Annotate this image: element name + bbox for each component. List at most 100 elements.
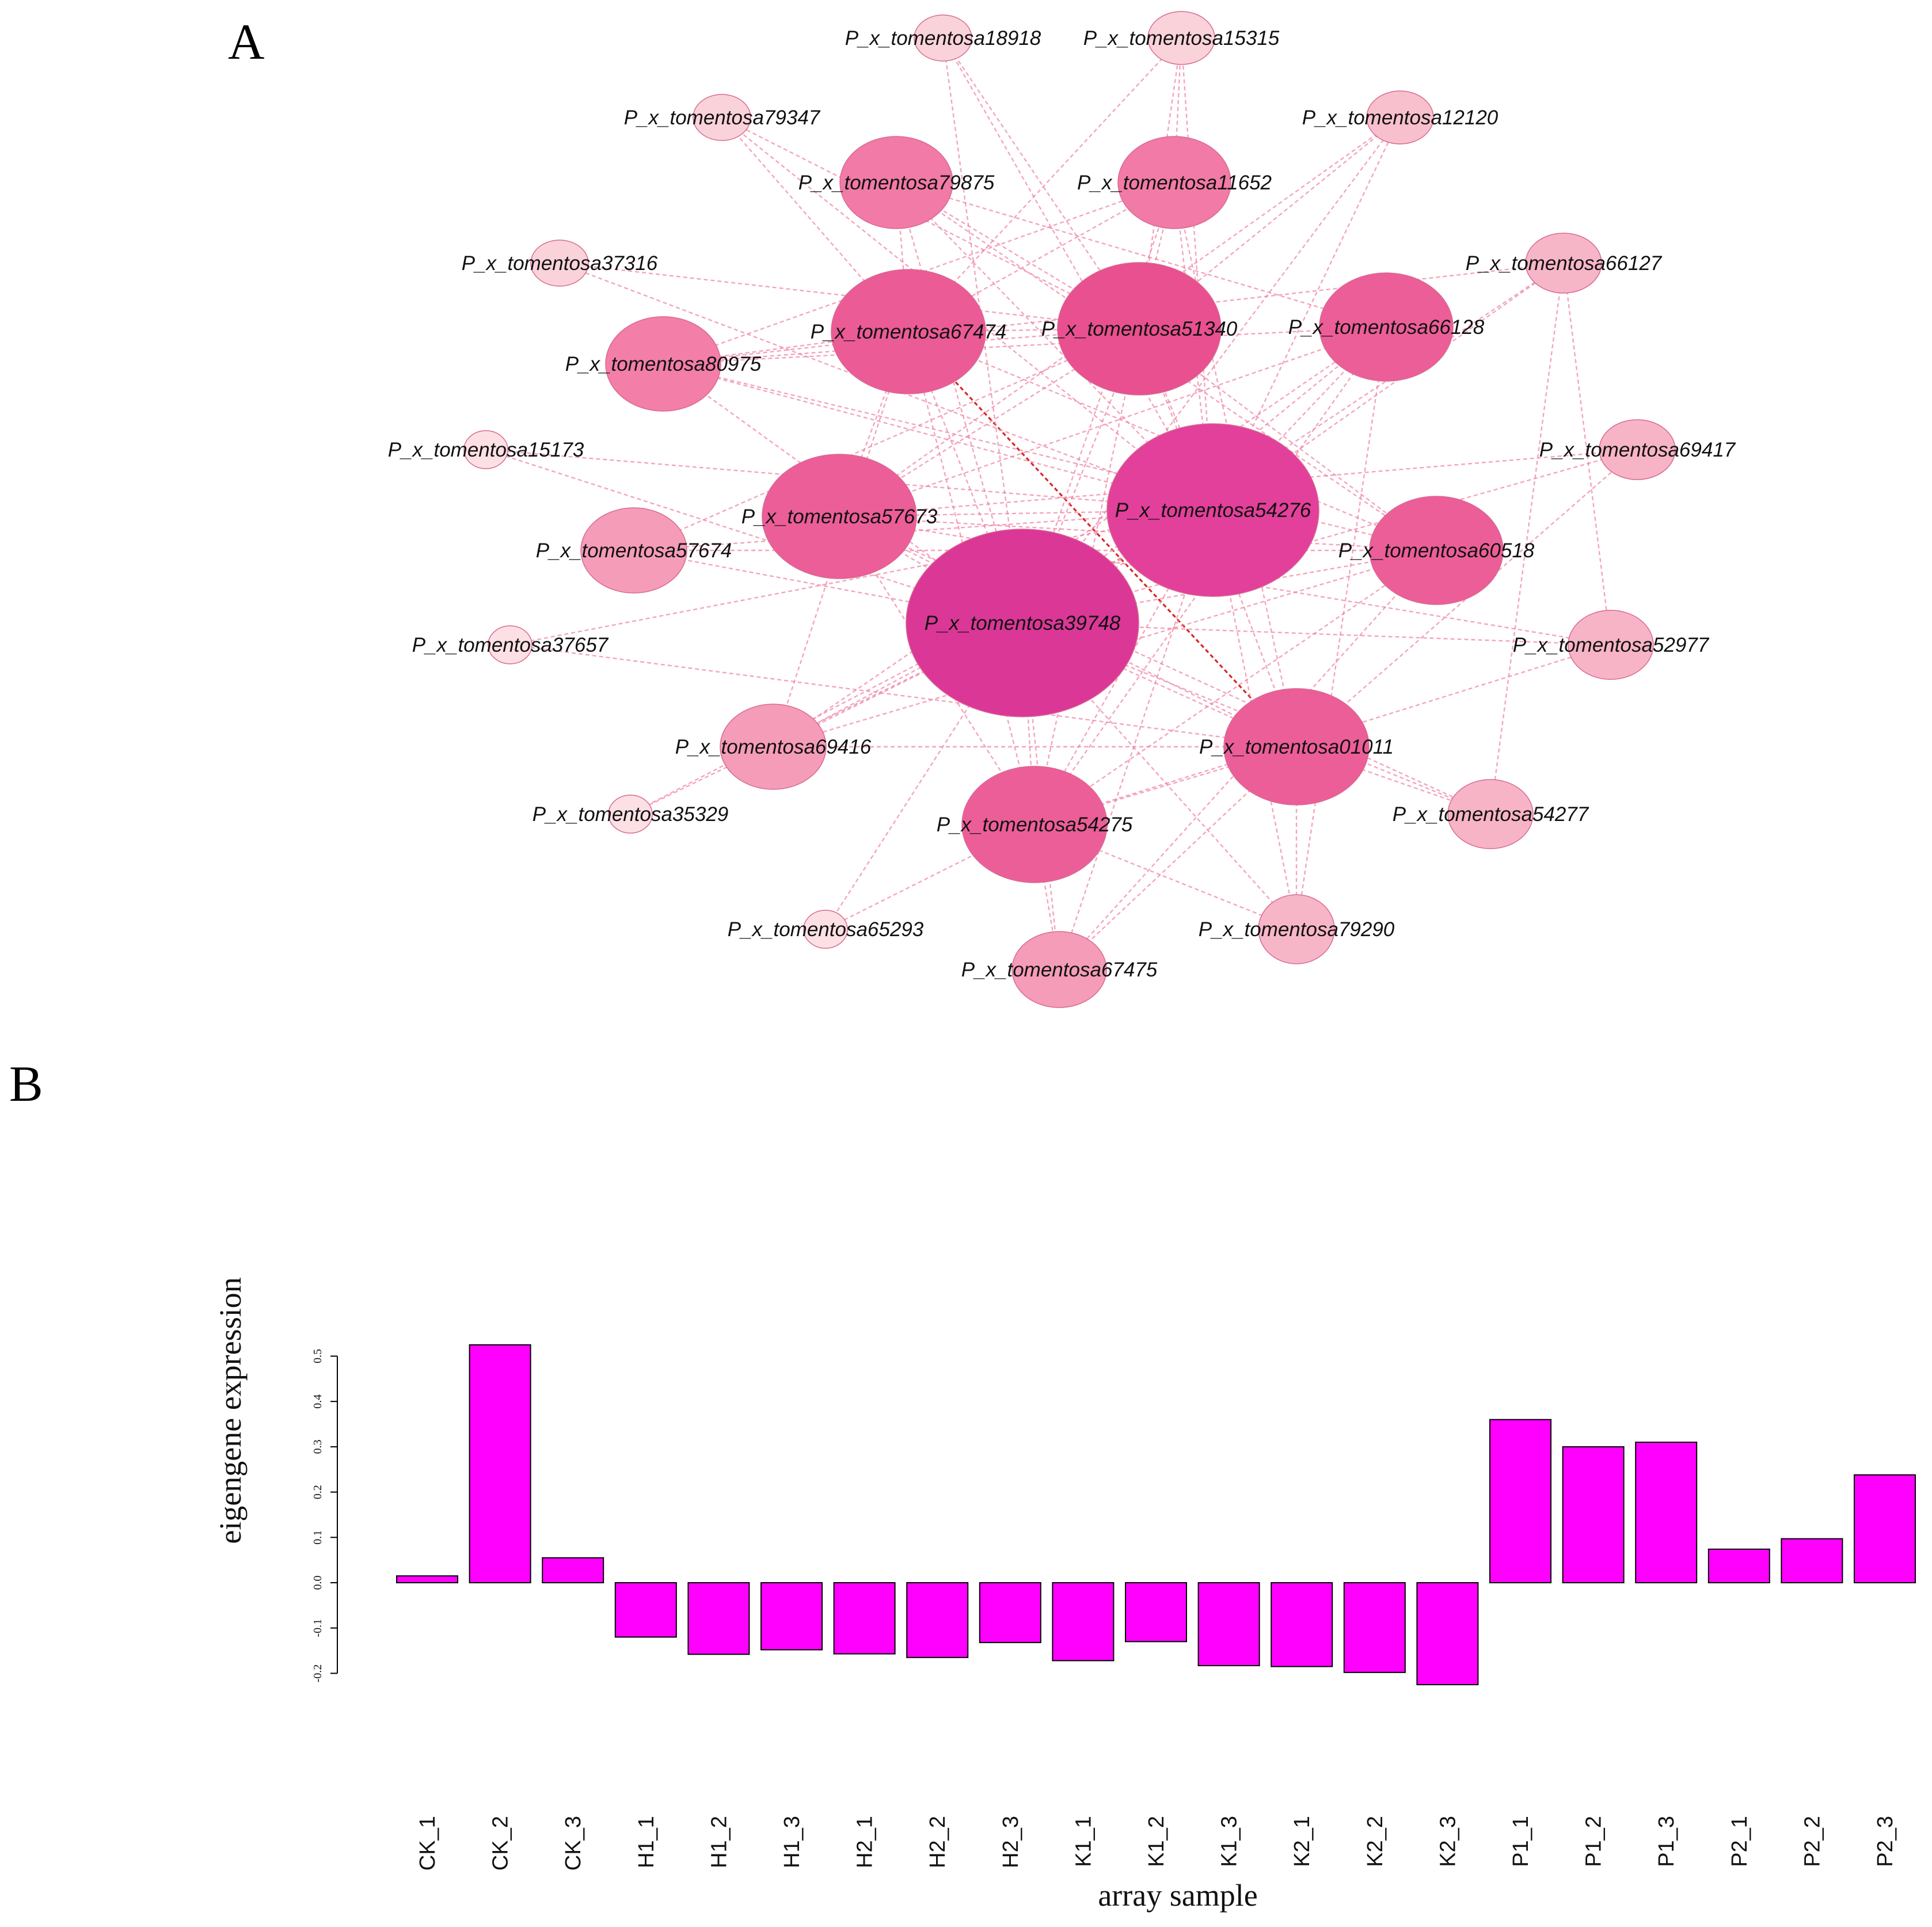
network-edge	[1138, 328, 1214, 511]
y-tick-label: 0.2	[311, 1485, 324, 1499]
bar[interactable]	[1052, 1582, 1115, 1662]
node-label: P_x_tomentosa54277	[1393, 803, 1589, 826]
node-circle	[580, 507, 687, 594]
bar[interactable]	[1635, 1442, 1698, 1584]
node-circle	[488, 625, 533, 664]
network-node[interactable]: P_x_tomentosa37657	[412, 625, 609, 664]
node-circle	[1258, 894, 1335, 964]
bar[interactable]	[1343, 1582, 1406, 1673]
node-circle	[1319, 272, 1454, 382]
x-axis-title: array sample	[1098, 1878, 1257, 1913]
network-node[interactable]: P_x_tomentosa15173	[388, 430, 584, 469]
x-tick-label: H1_1	[634, 1816, 659, 1868]
network-edge	[1034, 823, 1297, 930]
node-label: P_x_tomentosa69416	[675, 736, 872, 758]
network-edge	[1059, 746, 1297, 970]
bar[interactable]	[1707, 1548, 1770, 1583]
bar[interactable]	[760, 1582, 823, 1651]
node-circle	[961, 766, 1108, 883]
network-node[interactable]: P_x_tomentosa66128	[1288, 272, 1485, 382]
bar[interactable]	[1489, 1419, 1551, 1583]
bar[interactable]	[1125, 1582, 1187, 1643]
bar[interactable]	[1271, 1582, 1333, 1667]
node-circle	[1106, 423, 1319, 597]
network-node[interactable]: P_x_tomentosa69417	[1539, 419, 1736, 480]
bar[interactable]	[906, 1582, 969, 1658]
node-label: P_x_tomentosa65293	[728, 918, 924, 941]
node-circle	[1117, 136, 1231, 229]
bar[interactable]	[614, 1582, 677, 1638]
network-node[interactable]: P_x_tomentosa51340	[1041, 262, 1238, 396]
node-label: P_x_tomentosa79875	[798, 172, 995, 194]
node-label: P_x_tomentosa69417	[1539, 439, 1736, 461]
x-axis-tick-labels: CK_1 CK_2 CK_3 H1_1 H1_2 H1_3 H2_1 H2_2 H2_3 K1_1…	[416, 1816, 1897, 1871]
node-circle	[839, 136, 953, 229]
network-node[interactable]: P_x_tomentosa79875	[798, 136, 995, 229]
network-node[interactable]: P_x_tomentosa54276	[1106, 423, 1319, 597]
node-circle	[1011, 931, 1107, 1008]
bar[interactable]	[979, 1582, 1041, 1643]
bar[interactable]	[542, 1557, 604, 1584]
network-node[interactable]: P_x_tomentosa80975	[565, 316, 762, 412]
node-label: P_x_tomentosa66127	[1466, 252, 1663, 275]
x-tick-label: K2_1	[1290, 1816, 1314, 1867]
bar[interactable]	[1562, 1446, 1625, 1583]
network-edge	[907, 331, 1036, 825]
network-node[interactable]: P_x_tomentosa60518	[1338, 496, 1535, 605]
bar[interactable]	[1854, 1474, 1916, 1584]
network-node[interactable]: P_x_tomentosa57673	[741, 454, 938, 579]
network-node[interactable]: P_x_tomentosa65293	[728, 910, 924, 949]
network-node[interactable]: P_x_tomentosa15315	[1083, 11, 1280, 65]
network-node[interactable]: P_x_tomentosa11652	[1077, 136, 1272, 229]
network-node[interactable]: P_x_tomentosa79347	[624, 94, 821, 141]
network-edge	[839, 117, 1401, 517]
network-edge	[509, 509, 1214, 646]
bar[interactable]	[1416, 1582, 1479, 1686]
node-circle	[831, 269, 986, 394]
network-edge	[839, 449, 1638, 518]
network-node[interactable]: P_x_tomentosa12120	[1302, 90, 1499, 145]
network-node[interactable]: P_x_tomentosa39748	[906, 529, 1139, 717]
bar[interactable]	[396, 1575, 458, 1584]
node-circle	[906, 529, 1139, 717]
x-tick-label: K2_2	[1363, 1816, 1387, 1867]
node-circle	[914, 14, 972, 62]
bar[interactable]	[1197, 1582, 1260, 1667]
x-tick-label: P2_2	[1800, 1816, 1824, 1867]
network-node[interactable]: P_x_tomentosa35329	[533, 795, 729, 834]
bar[interactable]	[1781, 1538, 1843, 1583]
node-label: P_x_tomentosa60518	[1338, 539, 1535, 562]
node-circle	[605, 316, 721, 412]
network-node[interactable]: P_x_tomentosa69416	[675, 704, 872, 790]
x-tick-label: H2_2	[926, 1816, 950, 1868]
network-node[interactable]: P_x_tomentosa66127	[1466, 233, 1663, 294]
network-node[interactable]: P_x_tomentosa57674	[536, 507, 732, 594]
network-edge	[1489, 263, 1565, 815]
network-node[interactable]: P_x_tomentosa54275	[937, 766, 1133, 883]
network-node[interactable]: P_x_tomentosa52977	[1513, 610, 1710, 680]
network-node[interactable]: P_x_tomentosa37316	[462, 240, 658, 287]
network-node[interactable]: P_x_tomentosa67474	[811, 269, 1007, 394]
network-node[interactable]: P_x_tomentosa54277	[1393, 779, 1589, 849]
network-edge	[509, 644, 1297, 748]
network-node[interactable]: P_x_tomentosa18918	[845, 14, 1041, 62]
node-label: P_x_tomentosa12120	[1302, 107, 1499, 129]
network-edge	[630, 622, 1023, 815]
network-edge	[1212, 263, 1564, 511]
network-edge	[633, 549, 1023, 624]
bar[interactable]	[469, 1344, 531, 1583]
node-label: P_x_tomentosa37657	[412, 634, 609, 656]
node-label: P_x_tomentosa54276	[1115, 499, 1311, 522]
network-node[interactable]: P_x_tomentosa01011	[1199, 688, 1394, 805]
node-label: P_x_tomentosa79347	[624, 107, 821, 129]
network-node[interactable]: P_x_tomentosa79290	[1199, 894, 1395, 964]
node-label: P_x_tomentosa35329	[533, 803, 729, 826]
bar[interactable]	[687, 1582, 750, 1655]
network-node[interactable]: P_x_tomentosa67475	[961, 931, 1158, 1008]
x-tick-label: CK_3	[561, 1816, 585, 1871]
network-edge	[942, 37, 1214, 511]
bar[interactable]	[833, 1582, 896, 1655]
node-circle	[1057, 262, 1222, 396]
y-tick-label: -0.2	[311, 1664, 324, 1683]
node-label: P_x_tomentosa67475	[961, 959, 1158, 981]
